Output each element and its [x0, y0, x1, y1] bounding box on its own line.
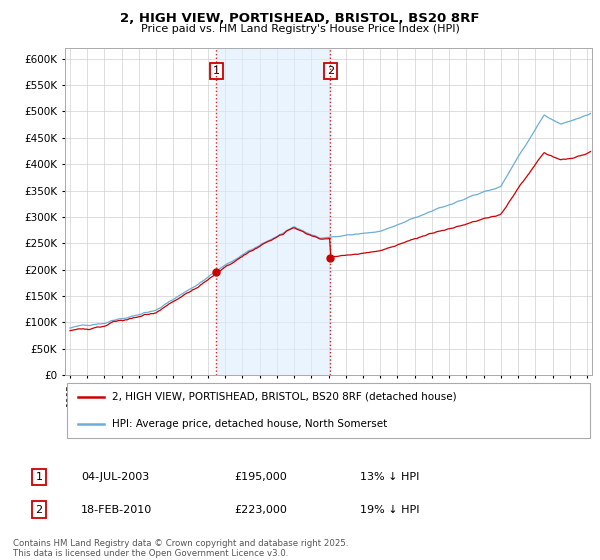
FancyBboxPatch shape — [67, 383, 590, 438]
Text: 2: 2 — [326, 66, 334, 76]
Text: HPI: Average price, detached house, North Somerset: HPI: Average price, detached house, Nort… — [112, 419, 388, 430]
Text: 19% ↓ HPI: 19% ↓ HPI — [360, 505, 419, 515]
Text: 13% ↓ HPI: 13% ↓ HPI — [360, 472, 419, 482]
Text: 1: 1 — [35, 472, 43, 482]
Text: 2, HIGH VIEW, PORTISHEAD, BRISTOL, BS20 8RF (detached house): 2, HIGH VIEW, PORTISHEAD, BRISTOL, BS20 … — [112, 391, 457, 402]
Text: 18-FEB-2010: 18-FEB-2010 — [81, 505, 152, 515]
Text: £223,000: £223,000 — [234, 505, 287, 515]
Text: 2: 2 — [35, 505, 43, 515]
Text: 04-JUL-2003: 04-JUL-2003 — [81, 472, 149, 482]
Text: £195,000: £195,000 — [234, 472, 287, 482]
Text: Contains HM Land Registry data © Crown copyright and database right 2025.
This d: Contains HM Land Registry data © Crown c… — [13, 539, 349, 558]
Text: 2, HIGH VIEW, PORTISHEAD, BRISTOL, BS20 8RF: 2, HIGH VIEW, PORTISHEAD, BRISTOL, BS20 … — [120, 12, 480, 25]
Text: Price paid vs. HM Land Registry's House Price Index (HPI): Price paid vs. HM Land Registry's House … — [140, 24, 460, 34]
Text: 1: 1 — [213, 66, 220, 76]
